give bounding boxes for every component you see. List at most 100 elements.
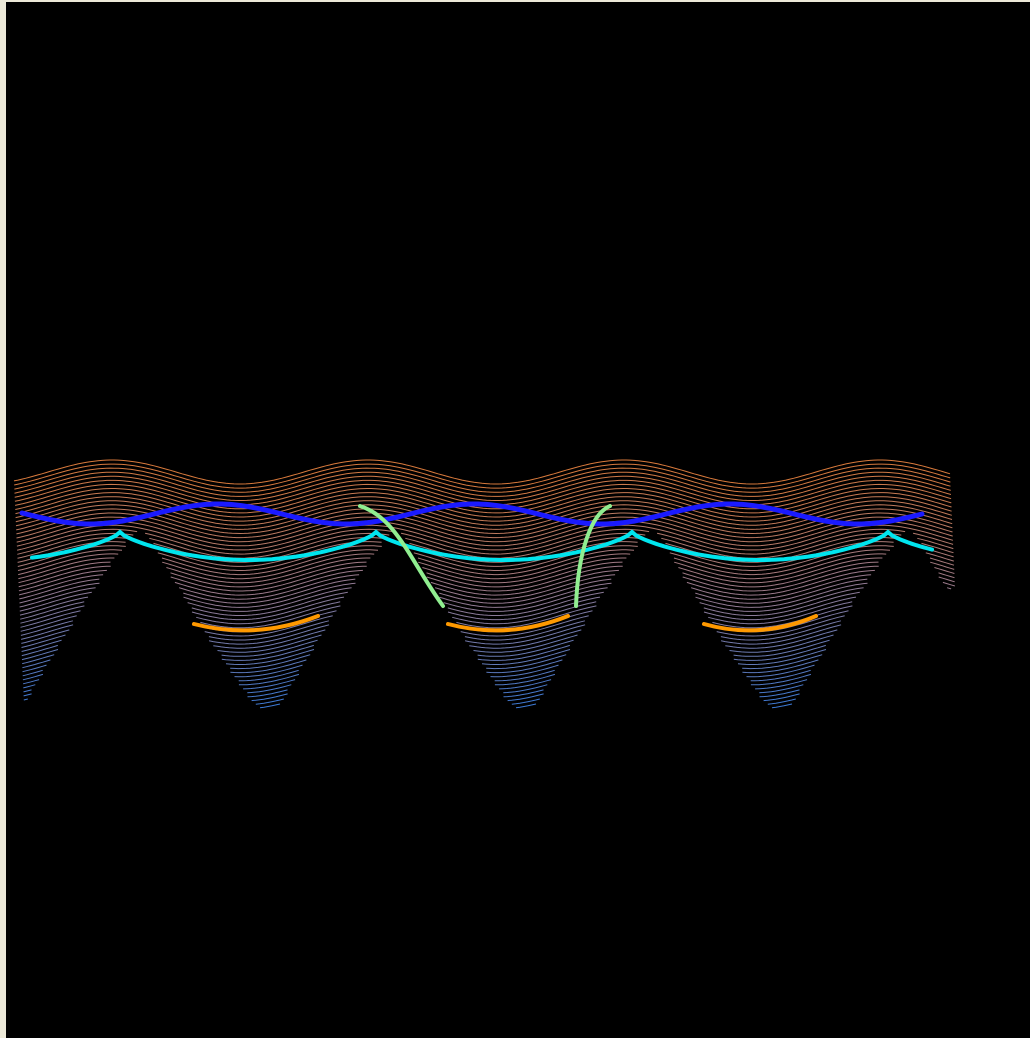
contour-line [191, 591, 348, 616]
contour-line [409, 541, 638, 567]
contour-line [16, 516, 953, 543]
contour-line [473, 634, 578, 653]
contour-line [733, 644, 826, 661]
contour-line [238, 673, 300, 686]
contour-line [938, 576, 955, 583]
contour-line [494, 673, 556, 686]
contour-line [656, 528, 906, 555]
contour-line [174, 569, 363, 596]
contour-line [481, 649, 571, 665]
contour-line [661, 532, 902, 559]
contour-line [759, 684, 804, 694]
contour-line [925, 552, 954, 562]
contour-line [22, 679, 40, 685]
contour-line [452, 601, 597, 625]
contour-line [247, 684, 292, 694]
contour-line [703, 591, 860, 616]
contour-line [503, 689, 544, 698]
contour-line [942, 581, 956, 587]
contour-line [18, 557, 115, 580]
contour-line [19, 578, 100, 600]
contour-line [15, 504, 953, 530]
contour-line [477, 639, 574, 657]
contour-line [712, 605, 853, 629]
contour-line [225, 649, 315, 665]
contour-line [490, 664, 559, 678]
contour-line [665, 541, 894, 567]
contour-line [477, 644, 570, 661]
surface-plot [13, 459, 956, 709]
contour-line [238, 669, 299, 682]
contour-line [255, 698, 284, 705]
contour-line [14, 483, 952, 510]
contour-line [18, 569, 107, 592]
contour-line [755, 679, 808, 690]
contour-line [699, 587, 864, 612]
contour-line [247, 689, 288, 698]
contour-line [18, 561, 111, 584]
contour-line [16, 528, 138, 551]
contour-line [946, 587, 952, 590]
cross-curve [358, 504, 445, 608]
contour-line [422, 557, 627, 584]
contour-layer [13, 459, 956, 709]
contour-line [23, 689, 32, 693]
contour-line [703, 596, 857, 621]
contour-line [733, 639, 830, 657]
contour-line [200, 605, 341, 629]
contour-line [759, 689, 800, 698]
contour-line [23, 693, 32, 697]
overlay-layer [19, 501, 934, 633]
contour-line [486, 654, 567, 670]
contour-line [771, 703, 793, 709]
contour-line [507, 693, 544, 702]
contour-line [221, 639, 318, 657]
contour-line [929, 557, 955, 566]
contour-line [15, 488, 952, 514]
contour-line [162, 553, 375, 580]
contour-line [426, 561, 623, 588]
contour-line [695, 582, 868, 608]
contour-line [19, 596, 89, 616]
contour-line [686, 569, 875, 596]
contour-line [763, 693, 800, 702]
contour-line [690, 574, 872, 600]
contour-line [930, 561, 955, 570]
contour-line [14, 467, 951, 493]
contour-line [18, 565, 111, 588]
contour-line [938, 572, 955, 579]
contour-line [20, 615, 77, 632]
contour-line [183, 582, 356, 608]
contour-line [912, 532, 954, 545]
contour-line [16, 512, 953, 539]
contour-line [400, 528, 650, 555]
plot-canvas[interactable] [6, 2, 1030, 1038]
contour-line [921, 542, 954, 554]
shoulder-line [30, 529, 934, 562]
contour-line [729, 634, 834, 653]
ridge-line [19, 501, 925, 527]
contour-line [511, 698, 540, 705]
contour-line [16, 508, 953, 535]
contour-line [161, 549, 379, 576]
contour-line [443, 587, 608, 612]
contour-line [486, 659, 563, 674]
contour-line [434, 574, 616, 600]
contour-line [191, 596, 345, 621]
contour-line [682, 565, 879, 592]
contour-line [20, 624, 74, 640]
contour-line [742, 654, 823, 670]
contour-line [170, 565, 367, 592]
contour-line [16, 520, 953, 547]
contour-line [187, 587, 352, 612]
contour-line [243, 679, 296, 690]
contour-line [166, 557, 371, 584]
contour-line [22, 654, 55, 665]
contour-line [20, 610, 81, 628]
contour-line [426, 565, 623, 592]
contour-line [439, 578, 612, 604]
contour-line [22, 673, 44, 681]
contour-line [17, 549, 123, 571]
contour-line [695, 578, 868, 604]
contour-line [750, 669, 811, 682]
